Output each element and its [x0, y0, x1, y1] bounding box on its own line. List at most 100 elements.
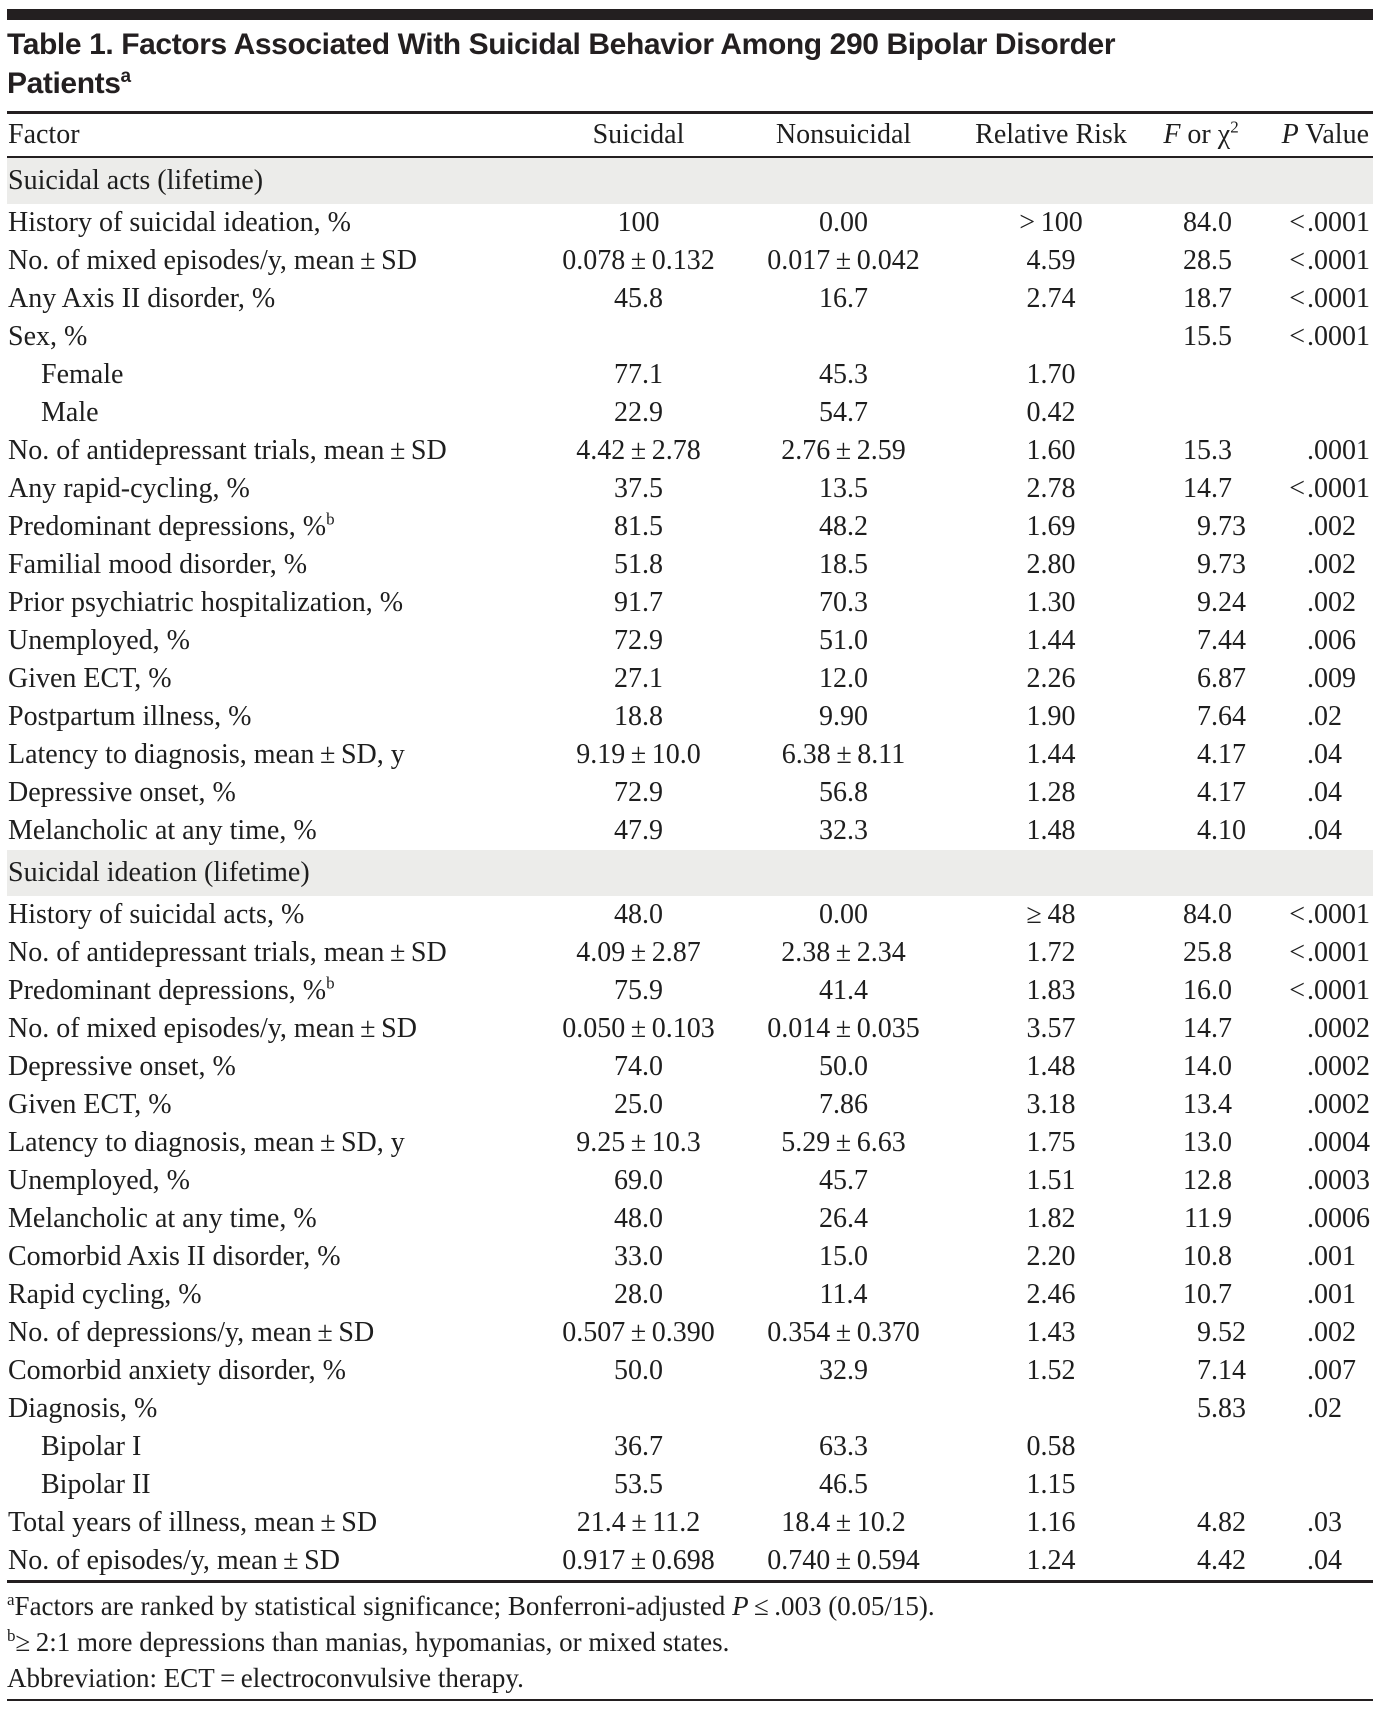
column-header-suicidal: Suicidal [592, 119, 685, 150]
factor-cell: Any Axis II disorder, % [8, 283, 276, 314]
suicidal-cell: 4.42 ± 2.78 [576, 435, 701, 466]
nonsuicidal-cell: 13.5 [819, 473, 868, 504]
table-title-line2: Patients [7, 67, 121, 100]
f-or-chi2-cell: 9.73 [1197, 511, 1246, 542]
table-row: Postpartum illness, % 18.8 9.90 1.90 7.64 .02 [7, 698, 1373, 736]
suicidal-cell: 69.0 [614, 1165, 663, 1196]
nonsuicidal-cell: 5.29 ± 6.63 [781, 1127, 906, 1158]
factor-cell: Familial mood disorder, % [8, 549, 308, 580]
f-or-chi2-cell: 13.4 [1183, 1089, 1232, 1120]
nonsuicidal-cell: 16.7 [819, 283, 868, 314]
nonsuicidal-cell: 54.7 [819, 397, 868, 428]
table-title-footnote-marker: a [120, 66, 132, 87]
column-header-f-or-chi2: F or χ2 [1163, 117, 1239, 150]
relative-risk-cell: 1.60 [1026, 435, 1076, 466]
p-value-cell: .0002 [1307, 1089, 1370, 1120]
factor-cell: Rapid cycling, % [8, 1279, 202, 1310]
table-bottom-rule [7, 1699, 1373, 1701]
suicidal-cell: 37.5 [614, 473, 663, 504]
relative-risk-cell [946, 1390, 1156, 1428]
table-row: Melancholic at any time, % 48.0 26.4 1.82 11… [7, 1200, 1373, 1238]
f-or-chi2-cell: 14.7 [1183, 1013, 1232, 1044]
nonsuicidal-cell: 70.3 [819, 587, 868, 618]
suicidal-cell: 18.8 [614, 701, 663, 732]
suicidal-cell: 51.8 [614, 549, 663, 580]
p-value-cell: .0004 [1307, 1127, 1370, 1158]
f-or-chi2-cell: 28.5 [1183, 245, 1232, 276]
nonsuicidal-cell: 0.017 ± 0.042 [767, 245, 920, 276]
nonsuicidal-cell: 11.4 [819, 1279, 868, 1310]
suicidal-cell: 75.9 [614, 975, 663, 1006]
nonsuicidal-cell: 0.00 [819, 207, 868, 238]
suicidal-cell: 48.0 [614, 899, 663, 930]
suicidal-cell: 77.1 [614, 359, 663, 390]
factor-cell: Postpartum illness, % [8, 701, 252, 732]
f-or-chi2-cell [1156, 356, 1246, 394]
factor-cell: Unemployed, % [8, 1165, 190, 1196]
factor-cell: Sex, % [8, 321, 88, 352]
factor-cell: No. of mixed episodes/y, mean ± SD [8, 245, 417, 276]
f-or-chi2-cell: 84.0 [1183, 207, 1232, 238]
f-or-chi2-cell [1156, 1466, 1246, 1504]
rule-below-header [7, 156, 1373, 158]
relative-risk-cell: 2.46 [1026, 1279, 1076, 1310]
p-value-cell: .0003 [1307, 1165, 1370, 1196]
p-value-cell: .002 [1307, 549, 1356, 580]
p-value-cell: .002 [1307, 511, 1356, 542]
factor-cell: No. of episodes/y, mean ± SD [8, 1545, 340, 1576]
suicidal-cell: 21.4 ± 11.2 [576, 1507, 701, 1538]
suicidal-cell: 9.19 ± 10.0 [576, 739, 701, 770]
column-header-factor: Factor [8, 119, 80, 150]
p-value-cell [1246, 1466, 1373, 1504]
nonsuicidal-cell: 26.4 [819, 1203, 868, 1234]
factor-cell: No. of depressions/y, mean ± SD [8, 1317, 375, 1348]
nonsuicidal-cell: 50.0 [819, 1051, 868, 1082]
table-row: Male 22.9 54.7 0.42 [7, 394, 1373, 432]
suicidal-cell: 48.0 [614, 1203, 663, 1234]
relative-risk-cell: 1.70 [1026, 359, 1076, 390]
factor-cell: Diagnosis, % [8, 1393, 158, 1424]
relative-risk-cell: 3.57 [1026, 1013, 1076, 1044]
relative-risk-cell: ≥ 48 [1026, 899, 1076, 930]
factor-cell: History of suicidal acts, % [8, 899, 305, 930]
nonsuicidal-cell: 63.3 [819, 1431, 868, 1462]
f-or-chi2-cell: 9.52 [1197, 1317, 1246, 1348]
table-row: Any rapid-cycling, % 37.5 13.5 2.78 14.7 <.00… [7, 470, 1373, 508]
table-row: Predominant depressions, %b 75.9 41.4 1.83 1… [7, 972, 1373, 1010]
table-row: Familial mood disorder, % 51.8 18.5 2.80 9.7… [7, 546, 1373, 584]
relative-risk-cell: 2.20 [1026, 1241, 1076, 1272]
nonsuicidal-cell: 45.3 [819, 359, 868, 390]
factor-footnote-marker: b [326, 509, 335, 529]
p-value-cell: .001 [1307, 1241, 1356, 1272]
rule-below-title [7, 111, 1373, 114]
relative-risk-cell: 1.48 [1026, 815, 1076, 846]
f-or-chi2-cell: 7.14 [1197, 1355, 1246, 1386]
p-value-cell: .04 [1307, 777, 1342, 808]
f-or-chi2-cell: 16.0 [1183, 975, 1232, 1006]
table-row: Prior psychiatric hospitalization, % 91.7… [7, 584, 1373, 622]
footnote-marker: a [7, 1590, 15, 1609]
p-value-cell [1246, 1428, 1373, 1466]
table-row: Bipolar II 53.5 46.5 1.15 [7, 1466, 1373, 1504]
table-row: Depressive onset, % 72.9 56.8 1.28 4.17 .04 [7, 774, 1373, 812]
footnote-line: b≥ 2:1 more depressions than manias, hyp… [7, 1626, 730, 1657]
table-header-row: Factor Suicidal Nonsuicidal Relative Ris… [7, 114, 1373, 156]
nonsuicidal-cell: 7.86 [819, 1089, 868, 1120]
factor-cell: Depressive onset, % [8, 1051, 236, 1082]
p-value-cell: .02 [1307, 1393, 1342, 1424]
table-row: No. of antidepressant trials, mean ± SD 4… [7, 432, 1373, 470]
f-or-chi2-cell: 7.44 [1197, 625, 1246, 656]
table-row: Predominant depressions, %b 81.5 48.2 1.69 9… [7, 508, 1373, 546]
factor-cell: History of suicidal ideation, % [8, 207, 351, 238]
table-footnotes: aFactors are ranked by statistical signi… [7, 1583, 1373, 1696]
table-title: Table 1. Factors Associated With Suicida… [7, 20, 1373, 111]
f-or-chi2-cell: 10.8 [1183, 1241, 1232, 1272]
factor-cell: Comorbid anxiety disorder, % [8, 1355, 346, 1386]
suicidal-cell: 25.0 [614, 1089, 663, 1120]
suicidal-cell [536, 1390, 741, 1428]
p-value-cell: .0001 [1307, 435, 1370, 466]
table-title-line1: Table 1. Factors Associated With Suicida… [7, 28, 1116, 61]
column-header-nonsuicidal: Nonsuicidal [775, 119, 912, 150]
p-value-cell: .04 [1307, 815, 1342, 846]
factor-cell: Prior psychiatric hospitalization, % [8, 587, 404, 618]
